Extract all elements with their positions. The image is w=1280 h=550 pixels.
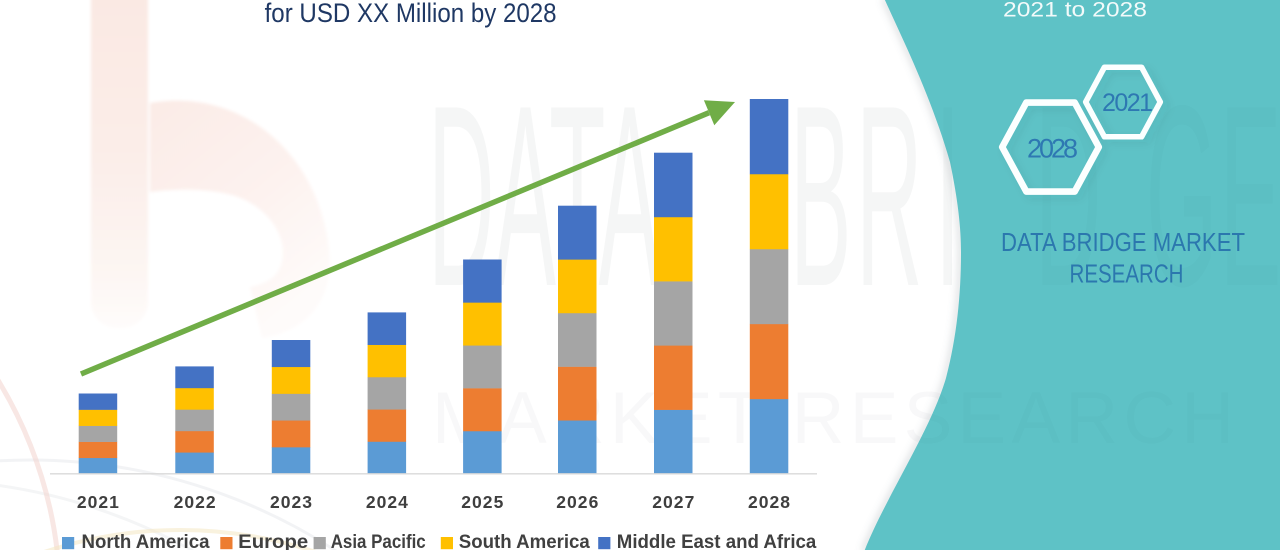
svg-text:South America: South America bbox=[459, 532, 590, 550]
svg-text:DATA: DATA bbox=[428, 53, 660, 341]
svg-text:2027: 2027 bbox=[652, 492, 694, 512]
svg-text:North America: North America bbox=[82, 532, 210, 550]
svg-text:Middle East and Africa: Middle East and Africa bbox=[617, 532, 817, 550]
svg-text:Asia Pacific: Asia Pacific bbox=[331, 532, 426, 550]
svg-text:2024: 2024 bbox=[366, 492, 408, 512]
svg-text:2028: 2028 bbox=[748, 492, 790, 512]
svg-text:2026: 2026 bbox=[556, 492, 598, 512]
svg-text:RESEARCH: RESEARCH bbox=[1070, 259, 1184, 289]
svg-text:Europe: Europe bbox=[238, 532, 308, 550]
svg-text:2021: 2021 bbox=[1102, 89, 1153, 117]
svg-text:2021 to 2028: 2021 to 2028 bbox=[1003, 0, 1147, 22]
svg-text:2023: 2023 bbox=[270, 492, 312, 512]
svg-text:2025: 2025 bbox=[461, 492, 503, 512]
svg-text:for USD XX Million by 2028: for USD XX Million by 2028 bbox=[265, 0, 557, 28]
svg-text:2028: 2028 bbox=[1027, 133, 1078, 163]
svg-text:2022: 2022 bbox=[174, 492, 216, 512]
svg-text:2021: 2021 bbox=[77, 492, 119, 512]
svg-text:DATA BRIDGE MARKET: DATA BRIDGE MARKET bbox=[1001, 227, 1245, 257]
